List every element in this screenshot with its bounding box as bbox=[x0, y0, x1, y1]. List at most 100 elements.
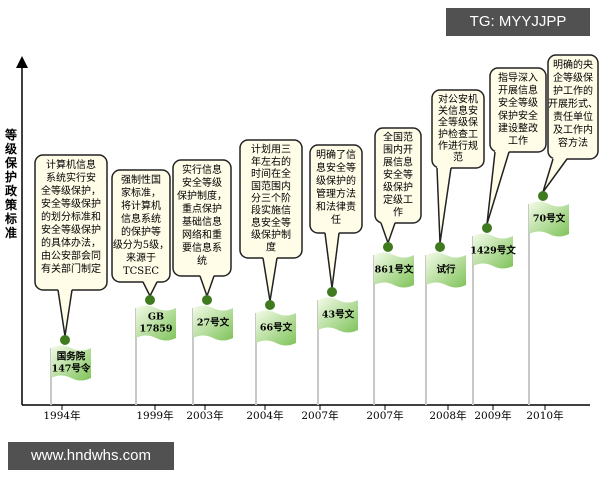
callout-text: 建设整改 bbox=[498, 122, 538, 135]
callout-text: 国范围内 bbox=[251, 179, 291, 192]
callout-pointer bbox=[58, 289, 72, 336]
flag bbox=[473, 233, 513, 269]
callout-text: 级保护 bbox=[383, 180, 413, 193]
callout-text: 系统实行安 bbox=[46, 171, 96, 184]
callout-pointer bbox=[437, 167, 451, 243]
callout-text: 指导深入 bbox=[498, 71, 538, 84]
flag-label: 27号文 bbox=[197, 317, 230, 329]
callout-text: 时间在全 bbox=[251, 167, 291, 180]
milestone-dot bbox=[60, 335, 70, 345]
callout-box bbox=[111, 169, 171, 283]
callout-text: 保护制度， bbox=[177, 189, 227, 202]
flag bbox=[529, 201, 569, 237]
year-label: 2007年 bbox=[366, 409, 403, 422]
flag-label: 试行 bbox=[436, 264, 456, 276]
callout-text: 开展信息 bbox=[498, 84, 538, 97]
callout-text: 计划用三 bbox=[251, 143, 291, 156]
callout-text: 作 bbox=[393, 206, 403, 218]
flag bbox=[318, 297, 358, 333]
callout-text: 由公安部会同 bbox=[41, 249, 101, 262]
milestone-dot bbox=[538, 191, 548, 201]
callout-text: 息安全等 bbox=[316, 161, 356, 174]
callout-text: 级分为5级， bbox=[113, 239, 169, 251]
callout-text: 管理方法 bbox=[316, 187, 356, 200]
flag bbox=[374, 252, 414, 288]
callout-text: 关信息安 bbox=[438, 104, 478, 117]
callout-pointer bbox=[381, 222, 395, 243]
year-label: 2003年 bbox=[186, 409, 223, 422]
callout-box bbox=[547, 54, 599, 160]
flag-label: 861号文 bbox=[375, 264, 414, 276]
flag-label: GB bbox=[148, 312, 164, 323]
callout-text: 围内开 bbox=[383, 143, 413, 156]
callout-text: TCSEC bbox=[123, 266, 159, 277]
flag-label: 43号文 bbox=[322, 309, 355, 321]
callout-text: 定级工 bbox=[383, 193, 413, 206]
flag bbox=[193, 305, 233, 341]
callout-box bbox=[489, 67, 547, 153]
milestone-dot bbox=[145, 295, 155, 305]
callout-text: 实行信息 bbox=[182, 163, 222, 176]
milestone-dot bbox=[265, 300, 275, 310]
callout-text: 基础信息 bbox=[182, 215, 222, 228]
year-label: 2008年 bbox=[429, 409, 466, 422]
flag-label: 70号文 bbox=[533, 213, 566, 225]
callout-text: 重点保护 bbox=[182, 202, 222, 215]
callout-text: 信息系统 bbox=[121, 212, 161, 225]
callout-text: 开展形式、 bbox=[548, 97, 598, 110]
watermark: TG: MYYJJPP bbox=[470, 13, 567, 30]
year-label: 2009年 bbox=[474, 409, 511, 422]
milestone-dot bbox=[435, 242, 445, 252]
callout-text: 对公安机 bbox=[438, 92, 478, 105]
callout-pointer bbox=[143, 281, 157, 296]
callout-text: 全国范 bbox=[383, 131, 413, 144]
flag bbox=[136, 305, 176, 341]
callout-text: 年左右的 bbox=[251, 155, 291, 168]
callout-text: 安全等级 bbox=[182, 176, 222, 189]
callout-text: 安全等级保护 bbox=[41, 197, 101, 210]
callout-text: 展信息 bbox=[383, 156, 413, 169]
callout-text: 和法律责 bbox=[316, 200, 356, 213]
callout-text: 及工作内 bbox=[553, 123, 593, 136]
callout-text: 计算机信息 bbox=[46, 158, 96, 171]
callout-text: 息安全等 bbox=[251, 216, 291, 229]
watermark-box bbox=[8, 442, 174, 470]
callout-text: 护工作的 bbox=[553, 84, 593, 97]
callout-text: 的具体办法， bbox=[41, 236, 101, 249]
callout-pointer bbox=[200, 275, 214, 296]
callout-box bbox=[431, 89, 485, 169]
callout-text: 将计算机 bbox=[121, 199, 161, 212]
callout-text: 度 bbox=[266, 240, 276, 253]
callout-text: 分三个阶 bbox=[251, 192, 291, 205]
milestone-dot bbox=[327, 287, 337, 297]
flag-label: 1429号文 bbox=[470, 245, 516, 257]
callout-text: 明确的央 bbox=[553, 58, 593, 71]
callout-text: 安全等 bbox=[383, 168, 413, 181]
year-label: 1999年 bbox=[136, 409, 173, 422]
year-label: 2010年 bbox=[526, 409, 563, 422]
callout-text: 家标准， bbox=[121, 186, 161, 199]
callout-text: 护检查工 bbox=[438, 127, 478, 140]
flag-label: 147号令 bbox=[52, 363, 91, 375]
callout-text: 责任单位 bbox=[553, 110, 593, 123]
flag bbox=[426, 252, 466, 288]
axis-label: 等级保护政策标准 bbox=[4, 127, 18, 240]
watermark-box bbox=[446, 8, 590, 36]
milestone-dot bbox=[202, 295, 212, 305]
callout-box bbox=[374, 127, 422, 224]
callout-text: 容方法 bbox=[558, 136, 588, 149]
callout-text: 来源于 bbox=[126, 251, 156, 264]
callout-text: 要信息系 bbox=[182, 241, 222, 254]
callout-text: 的划分标准和 bbox=[41, 210, 101, 223]
callout-text: 全等级保护， bbox=[41, 184, 101, 197]
milestone-dot bbox=[383, 242, 393, 252]
callout-text: 全等级保 bbox=[438, 116, 478, 129]
year-label: 2007年 bbox=[301, 409, 338, 422]
callout-text: 的保护等 bbox=[121, 225, 161, 238]
callout-text: 范 bbox=[453, 151, 463, 164]
callout-text: 统 bbox=[197, 254, 207, 267]
flag-label: 66号文 bbox=[260, 322, 293, 334]
callout-text: 段实施信 bbox=[251, 204, 291, 217]
callout-text: 安全等级保护 bbox=[41, 223, 101, 236]
